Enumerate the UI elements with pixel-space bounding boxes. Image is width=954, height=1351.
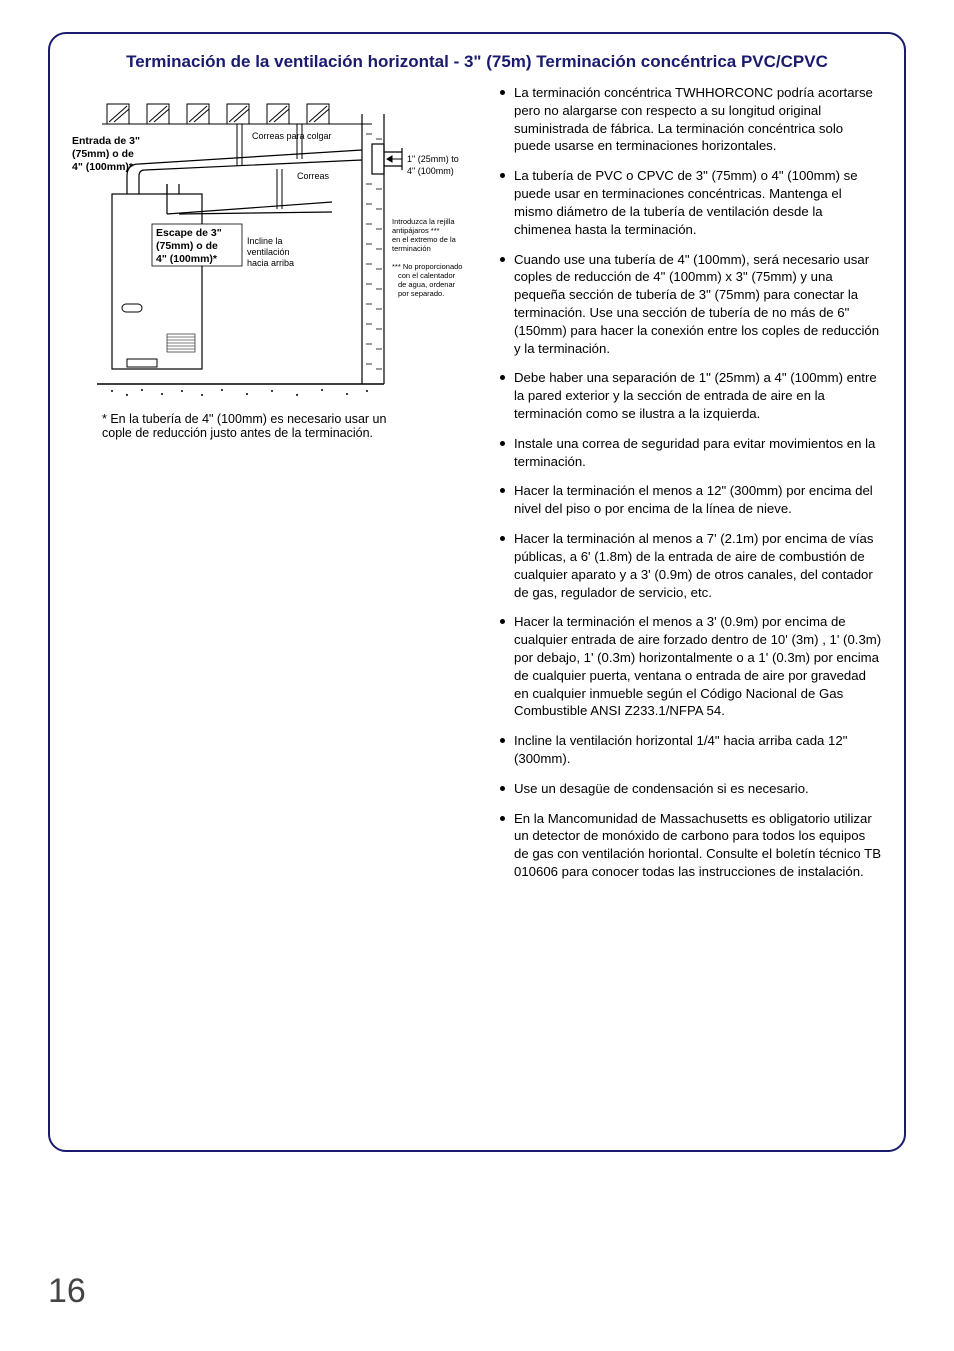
bullet-item: Cuando use una tubería de 4" (100mm), se…	[500, 251, 882, 358]
svg-text:Introduzca la rejilla: Introduzca la rejilla	[392, 217, 455, 226]
instruction-list: La terminación concéntrica TWHHORCONC po…	[500, 84, 882, 881]
svg-text:Correas para colgar: Correas para colgar	[252, 131, 332, 141]
svg-text:terminación: terminación	[392, 244, 431, 253]
bullet-item: Hacer la terminación el menos a 12" (300…	[500, 482, 882, 518]
svg-text:1" (25mm) to: 1" (25mm) to	[407, 154, 459, 164]
content-row: Entrada de 3" (75mm) o de 4" (100mm)* Es…	[72, 84, 882, 893]
left-column: Entrada de 3" (75mm) o de 4" (100mm)* Es…	[72, 84, 482, 893]
bullet-item: Instale una correa de seguridad para evi…	[500, 435, 882, 471]
svg-text:Incline la: Incline la	[247, 236, 283, 246]
svg-text:por separado.: por separado.	[398, 289, 444, 298]
svg-text:con el calentador: con el calentador	[398, 271, 456, 280]
svg-text:de agua, ordenar: de agua, ordenar	[398, 280, 456, 289]
bullet-item: En la Mancomunidad de Massachusetts es o…	[500, 810, 882, 881]
page-number: 16	[48, 1272, 86, 1311]
svg-text:hacia arriba: hacia arriba	[247, 258, 294, 268]
bullet-item: Incline la ventilación horizontal 1/4" h…	[500, 732, 882, 768]
svg-text:antipájaros ***: antipájaros ***	[392, 226, 440, 235]
diagram-footnote: * En la tubería de 4" (100mm) es necesar…	[72, 412, 482, 440]
svg-text:4" (100mm)*: 4" (100mm)*	[72, 161, 134, 173]
bullet-item: Hacer la terminación al menos a 7' (2.1m…	[500, 530, 882, 601]
bullet-item: La tubería de PVC o CPVC de 3" (75mm) o …	[500, 167, 882, 238]
bullet-item: Debe haber una separación de 1" (25mm) a…	[500, 369, 882, 422]
svg-text:4" (100mm)*: 4" (100mm)*	[156, 253, 218, 265]
svg-text:Escape de 3": Escape de 3"	[156, 227, 222, 239]
bullet-item: Hacer la terminación el menos a 3' (0.9m…	[500, 613, 882, 720]
right-column: La terminación concéntrica TWHHORCONC po…	[500, 84, 882, 893]
installation-diagram: Entrada de 3" (75mm) o de 4" (100mm)* Es…	[72, 84, 482, 404]
content-frame: Terminación de la ventilación horizontal…	[48, 32, 906, 1152]
svg-text:en el extremo de la: en el extremo de la	[392, 235, 457, 244]
svg-text:(75mm) o de: (75mm) o de	[156, 240, 218, 252]
section-title: Terminación de la ventilación horizontal…	[72, 52, 882, 72]
svg-text:Correas: Correas	[297, 171, 330, 181]
bullet-item: La terminación concéntrica TWHHORCONC po…	[500, 84, 882, 155]
svg-text:(75mm) o de: (75mm) o de	[72, 148, 134, 160]
svg-text:4" (100mm): 4" (100mm)	[407, 166, 454, 176]
bullet-item: Use un desagüe de condensación si es nec…	[500, 780, 882, 798]
svg-text:Entrada de 3": Entrada de 3"	[72, 135, 140, 147]
svg-text:ventilación: ventilación	[247, 247, 290, 257]
svg-text:*** No proporcionado: *** No proporcionado	[392, 262, 462, 271]
